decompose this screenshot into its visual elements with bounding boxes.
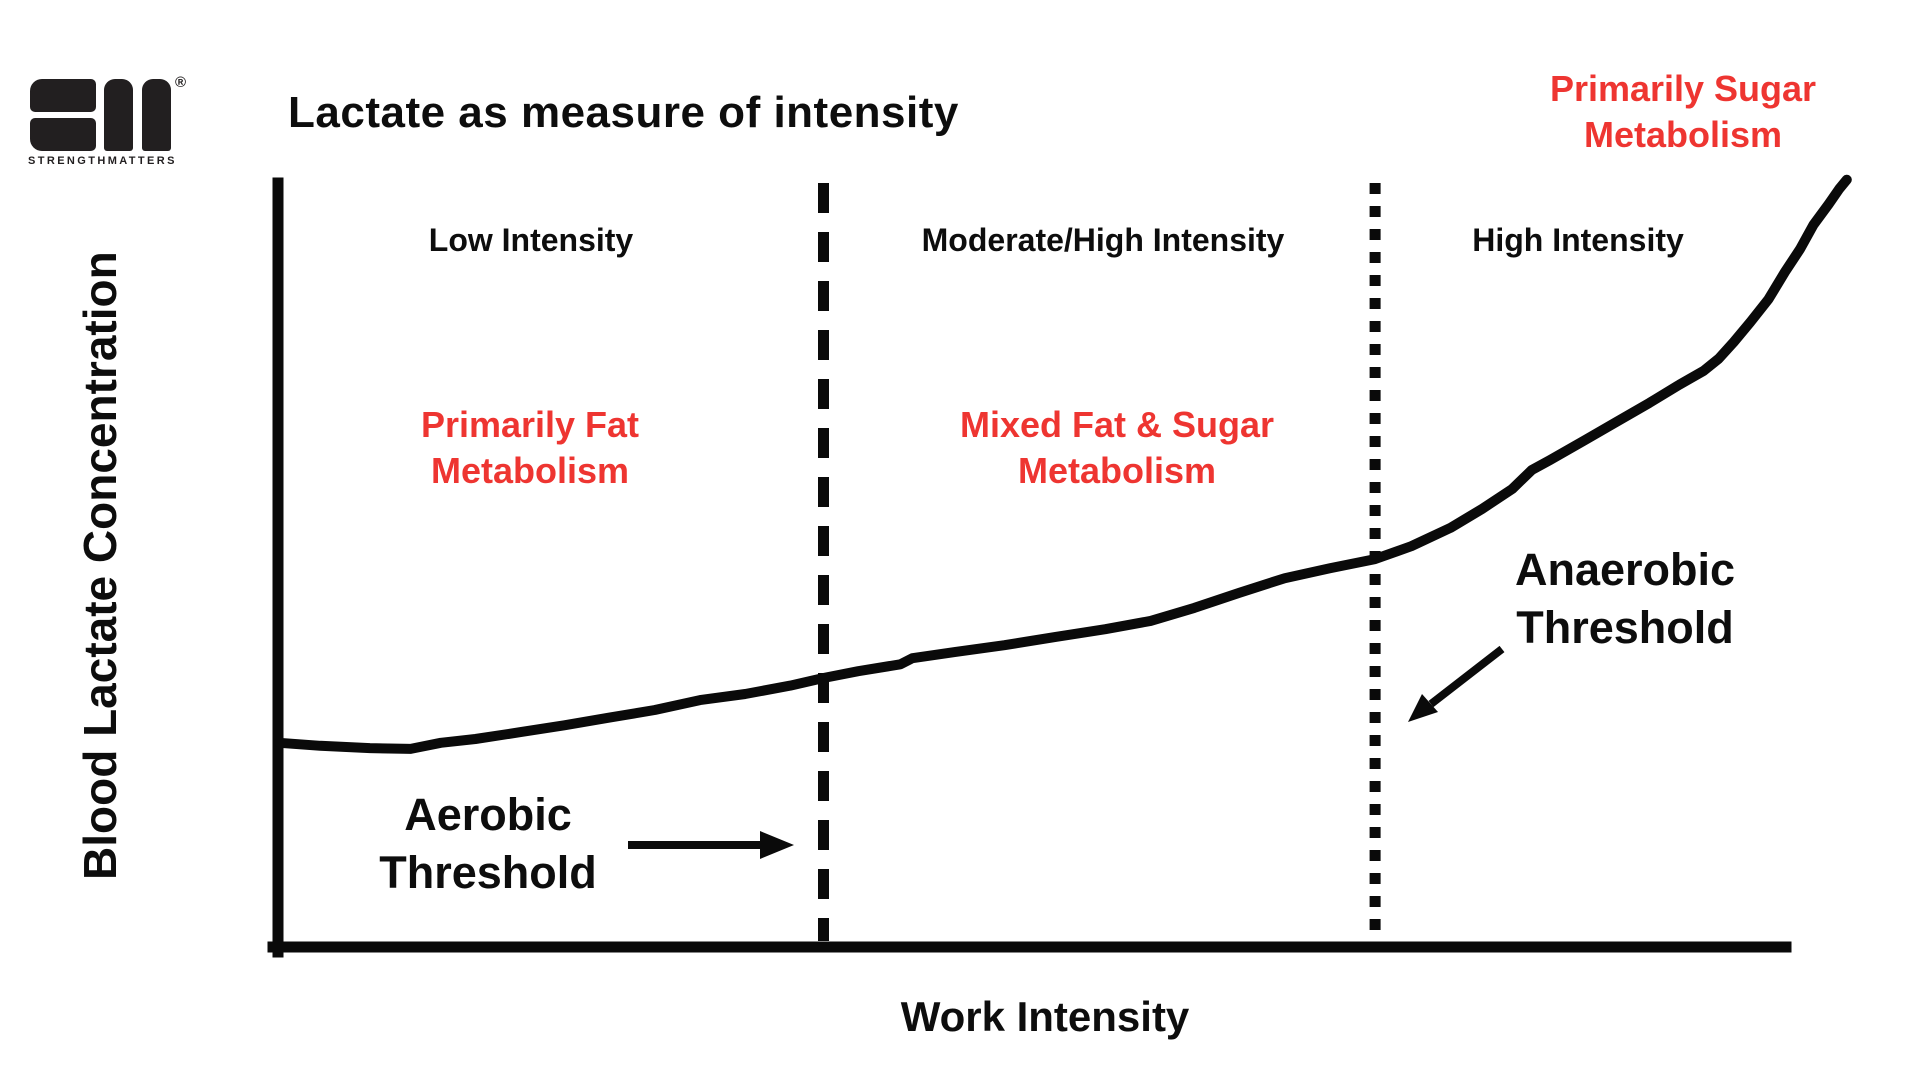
anaerobic-threshold-line1: Anaerobic [1514,544,1736,595]
logo-wordmark: STRENGTHMATTERS [28,155,177,167]
logo-block-vertical2-icon [142,79,171,151]
metabolism-label-fat: Primarily Fat Metabolism [330,402,730,494]
x-axis-label: Work Intensity [900,993,1190,1040]
metabolism-fat-line2: Metabolism [430,450,630,491]
metabolism-sugar-line2: Metabolism [1583,114,1783,155]
logo-block-bottom-icon [30,118,96,151]
registered-trademark-mark: ® [175,74,187,91]
aerobic-threshold-line1: Aerobic [404,789,572,840]
anaerobic-threshold-label: Anaerobic Threshold [1460,541,1790,657]
metabolism-mixed-line2: Metabolism [1017,450,1217,491]
aerobic-threshold-label: Aerobic Threshold [323,786,653,902]
aerobic-threshold-line2: Threshold [379,847,597,898]
chart-title: Lactate as measure of intensity [288,88,959,137]
zone-label-low-intensity: Low Intensity [428,222,634,258]
anaerobic-threshold-line2: Threshold [1516,602,1734,653]
anaerobic-threshold-arrow [1408,645,1505,722]
metabolism-label-sugar: Primarily Sugar Metabolism [1483,66,1883,158]
logo-block-top-icon [30,79,96,112]
logo-block-vertical1-icon [104,79,133,151]
aerobic-arrow-head-icon [760,831,794,859]
metabolism-sugar-line1: Primarily Sugar [1549,68,1817,109]
zone-label-moderate-high-intensity: Moderate/High Intensity [921,222,1285,258]
metabolism-mixed-line1: Mixed Fat & Sugar [959,404,1275,445]
zone-label-high-intensity: High Intensity [1472,222,1684,258]
anaerobic-arrow-head-icon [1408,694,1438,722]
strengthmatters-logo: ® STRENGTHMATTERS [28,74,198,172]
metabolism-fat-line1: Primarily Fat [420,404,640,445]
lactate-curve [274,174,1852,754]
anaerobic-arrow-shaft [1428,645,1505,708]
aerobic-threshold-arrow [628,831,794,859]
metabolism-label-mixed: Mixed Fat & Sugar Metabolism [917,402,1317,494]
